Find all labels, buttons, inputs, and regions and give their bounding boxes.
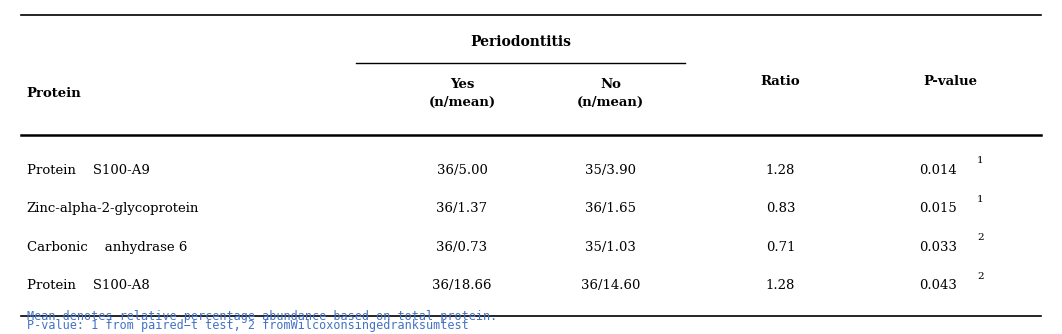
Text: 0.014: 0.014 <box>919 164 957 177</box>
Text: 1.28: 1.28 <box>766 279 795 292</box>
Text: 36/1.65: 36/1.65 <box>585 202 636 215</box>
Text: Protein: Protein <box>27 87 82 100</box>
Text: Periodontitis: Periodontitis <box>469 35 571 49</box>
Text: Protein    S100-A9: Protein S100-A9 <box>27 164 150 177</box>
Text: Mean denotes relative percentage abundance based on total protein.: Mean denotes relative percentage abundan… <box>27 310 497 323</box>
Text: Carbonic    anhydrase 6: Carbonic anhydrase 6 <box>27 241 187 254</box>
Text: 0.71: 0.71 <box>766 241 795 254</box>
Text: P-value: 1 from paired−t test, 2 fromWilcoxonsingedranksumtest: P-value: 1 from paired−t test, 2 fromWil… <box>27 319 468 332</box>
Text: 0.83: 0.83 <box>766 202 795 215</box>
Text: No
(n/mean): No (n/mean) <box>577 78 645 109</box>
Text: 35/1.03: 35/1.03 <box>585 241 636 254</box>
Text: 36/5.00: 36/5.00 <box>436 164 487 177</box>
Text: 1.28: 1.28 <box>766 164 795 177</box>
Text: 35/3.90: 35/3.90 <box>585 164 636 177</box>
Text: 36/18.66: 36/18.66 <box>432 279 492 292</box>
Text: 0.033: 0.033 <box>919 241 957 254</box>
Text: 0.015: 0.015 <box>919 202 957 215</box>
Text: 36/0.73: 36/0.73 <box>436 241 487 254</box>
Text: 2: 2 <box>977 233 983 242</box>
Text: 2: 2 <box>977 272 983 281</box>
Text: Zinc-alpha-2-glycoprotein: Zinc-alpha-2-glycoprotein <box>27 202 199 215</box>
Text: 1: 1 <box>977 157 983 165</box>
Text: 0.043: 0.043 <box>919 279 957 292</box>
Text: 36/1.37: 36/1.37 <box>436 202 487 215</box>
Text: P-value: P-value <box>924 75 977 88</box>
Text: Yes
(n/mean): Yes (n/mean) <box>428 78 496 109</box>
Text: Protein    S100-A8: Protein S100-A8 <box>27 279 150 292</box>
Text: Ratio: Ratio <box>760 75 801 88</box>
Text: 36/14.60: 36/14.60 <box>581 279 640 292</box>
Text: 1: 1 <box>977 195 983 204</box>
